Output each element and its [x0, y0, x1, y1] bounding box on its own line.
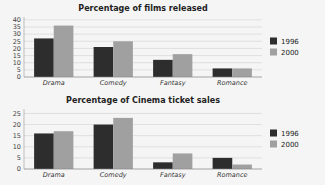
bar	[113, 118, 133, 169]
bar	[94, 125, 114, 169]
x-tick-label: Romance	[217, 79, 248, 87]
legend-swatch	[270, 38, 277, 45]
bar	[113, 41, 133, 77]
grid-line	[24, 124, 262, 125]
y-tick-label: 5	[17, 154, 21, 162]
y-tick-label: 25	[13, 110, 21, 118]
bar	[34, 38, 54, 77]
bars	[34, 26, 252, 77]
y-tick-label: 20	[13, 121, 21, 129]
legend-label: 2000	[281, 141, 299, 149]
y-tick-label: 10	[13, 143, 21, 151]
x-tick-label: Drama	[43, 171, 65, 179]
legend-label: 2000	[281, 49, 299, 57]
x-tick-label: Comedy	[100, 171, 127, 179]
chart-title: Percentage of films released	[78, 4, 208, 13]
bar	[173, 54, 193, 77]
x-tick-label: Fantasy	[160, 79, 186, 87]
background	[0, 0, 325, 185]
grid-line	[24, 19, 262, 20]
x-axis-line	[24, 169, 262, 170]
y-tick-label: 15	[13, 132, 21, 140]
legend: 1996 2000	[270, 130, 299, 150]
bar	[153, 60, 173, 77]
bar	[54, 26, 74, 77]
legend-swatch	[270, 130, 277, 137]
x-tick-label: Fantasy	[160, 171, 186, 179]
legend-swatch	[270, 49, 277, 56]
bar	[213, 68, 233, 77]
y-tick-label: 25	[13, 38, 21, 46]
y-tick-label: 5	[17, 66, 21, 74]
grid-line	[24, 113, 262, 114]
x-tick-label: Romance	[217, 171, 248, 179]
y-axis-line	[24, 17, 25, 77]
y-tick-label: 10	[13, 59, 21, 67]
bar	[213, 158, 233, 169]
x-tick-label: Drama	[43, 79, 65, 87]
legend-label: 1996	[281, 130, 299, 138]
chart-panel: Percentage of Cinema ticket sales 0 5 10 15 2…	[13, 96, 300, 179]
legend: 1996 2000	[270, 38, 299, 58]
bar	[232, 68, 252, 77]
bar	[54, 131, 74, 169]
chart-container: Percentage of films released051015202530…	[0, 0, 325, 185]
y-tick-label: 30	[13, 30, 21, 38]
bars	[34, 118, 252, 169]
y-tick-label: 35	[13, 23, 21, 31]
bar	[94, 47, 114, 77]
y-axis-line	[24, 109, 25, 169]
y-tick-label: 15	[13, 52, 21, 60]
y-tick-label: 20	[13, 45, 21, 53]
y-tick-label: 0	[17, 73, 21, 81]
chart-svg: Percentage of films released051015202530…	[0, 0, 325, 185]
bar	[34, 133, 54, 169]
bar	[173, 153, 193, 169]
y-tick-label: 40	[13, 16, 21, 24]
chart-title: Percentage of Cinema ticket sales	[66, 96, 220, 105]
chart-panel: Percentage of films released 051015202530…	[13, 4, 300, 87]
bar	[232, 165, 252, 169]
y-tick-label: 0	[17, 165, 21, 173]
legend-label: 1996	[281, 38, 299, 46]
x-tick-label: Comedy	[100, 79, 127, 87]
legend-swatch	[270, 141, 277, 148]
x-axis-line	[24, 77, 262, 78]
bar	[153, 162, 173, 169]
